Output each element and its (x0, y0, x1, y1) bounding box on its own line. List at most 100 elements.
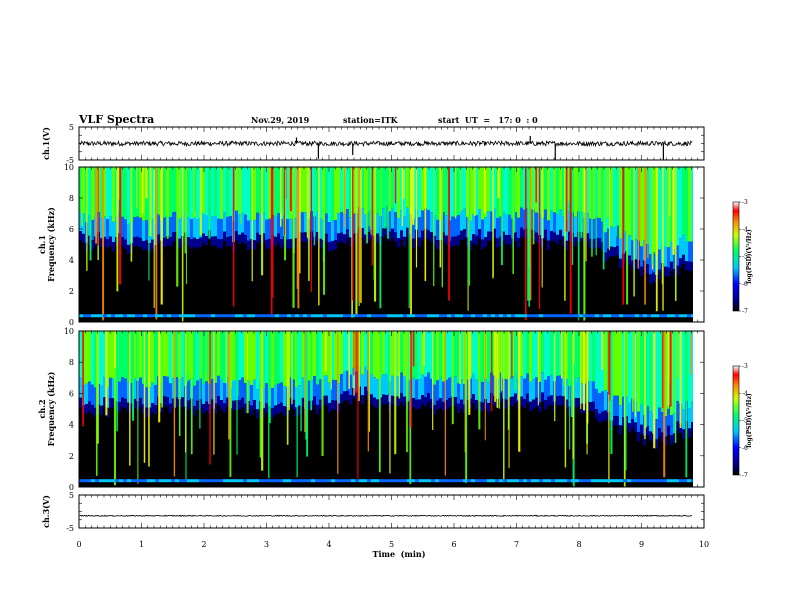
sferic-stroke (306, 167, 309, 238)
spectrogram-cell (376, 233, 379, 243)
spectrogram-cell (301, 212, 304, 233)
spectrogram-cell (373, 377, 376, 398)
spectrogram-cell (610, 167, 613, 227)
spectrogram-cell (599, 479, 603, 483)
spectrogram-cell (574, 237, 577, 247)
spectrogram-cell (400, 230, 403, 240)
spectrogram-cell (196, 239, 199, 249)
spectrogram-cell (469, 398, 472, 409)
spectrogram-cell (574, 216, 577, 238)
spectrogram-cell (328, 222, 331, 243)
sferic-stroke (136, 167, 138, 209)
spectrogram-cell (616, 245, 619, 256)
spectrogram-cell (471, 479, 475, 483)
spectrogram-cell (139, 397, 142, 408)
spectrogram-cell (157, 167, 160, 215)
sferic-stroke (608, 331, 610, 484)
spectrogram-cell (163, 479, 167, 483)
spectrogram-cell (123, 314, 127, 318)
spectrogram-cell (133, 167, 136, 218)
sferic-stroke (370, 167, 373, 235)
spectrogram-cell (243, 314, 247, 318)
spectrogram-cell (688, 167, 691, 242)
spectrogram-cell (487, 479, 491, 483)
sferic-stroke (299, 167, 302, 212)
spectrogram-cell (535, 314, 539, 318)
spectrogram-cell (463, 331, 466, 385)
spectrogram-cell (421, 395, 424, 405)
spectrogram-cell (331, 400, 334, 410)
spectrogram-cell (511, 479, 515, 483)
spectrogram-cell (172, 331, 175, 379)
spectrogram-cell (646, 264, 649, 274)
spectrogram-cell (475, 235, 478, 245)
sferic-stroke (668, 331, 671, 383)
spectrogram-cell (463, 229, 466, 239)
spectrogram-cell (547, 396, 550, 406)
sferic-stroke (492, 167, 494, 278)
spectrogram-cell (568, 231, 571, 241)
spectrogram-cell (277, 383, 280, 405)
spectrogram-cell (430, 232, 433, 242)
spectrogram-cell (457, 167, 460, 216)
spectrogram-cell (85, 331, 88, 384)
spectrogram-cell (193, 237, 196, 247)
sferic-stroke (527, 167, 529, 301)
spectrogram-cell (647, 314, 651, 318)
spectrogram-cell (337, 403, 340, 413)
spectrogram-cell (655, 314, 659, 318)
spectrogram-cell (315, 314, 319, 318)
spectrogram-cell (655, 419, 658, 440)
sferic-stroke (232, 167, 235, 307)
spectrogram-cell (391, 167, 394, 209)
sferic-stroke (564, 167, 566, 301)
spectrogram-cell (436, 219, 439, 241)
sferic-stroke (410, 167, 412, 315)
spectrogram-cell (133, 237, 136, 247)
spectrogram-cell (145, 240, 148, 250)
spectrogram-cell (79, 479, 83, 483)
spectrogram-cell (327, 479, 331, 483)
spectrogram-cell (325, 395, 328, 406)
spectrogram-cell (111, 479, 115, 483)
spectrogram-cell (457, 331, 460, 384)
spectrogram-cell (427, 392, 430, 403)
spectrogram-cell (79, 167, 82, 211)
spectrogram-cell (471, 314, 475, 318)
sferic-stroke (647, 167, 649, 259)
spectrogram-cell (340, 232, 343, 242)
spectrogram-cell (226, 167, 229, 217)
spectrogram-cell (91, 331, 94, 385)
spectrogram-cell (658, 167, 661, 250)
spectrogram-cell (616, 416, 619, 426)
spectrogram-cell (649, 274, 652, 284)
sferic-stroke (583, 167, 586, 213)
sferic-stroke (491, 331, 493, 412)
spectrogram-cell (472, 234, 475, 244)
spectrogram-cell (304, 232, 307, 242)
spectrogram-cell (547, 314, 551, 318)
spectrogram-cell (559, 229, 562, 240)
spectrogram-cell (475, 215, 478, 236)
spectrogram-cell (274, 167, 277, 217)
spectrogram-cell (346, 209, 349, 230)
spectrogram-cell (383, 479, 387, 483)
spectrogram-cell (532, 331, 535, 380)
spectrogram-cell (427, 372, 430, 393)
spectrogram-cell (484, 237, 487, 247)
spectrogram-cell (391, 314, 395, 318)
spectrogram-cell (511, 376, 514, 397)
spectrogram-cell (659, 479, 663, 483)
spectrogram-cell (679, 479, 683, 483)
ch1-waveform-panel: 5-5ch.1(V) (41, 123, 705, 165)
spectrogram-cell (256, 212, 259, 233)
spectrogram-cell (351, 479, 355, 483)
spectrogram-cell (244, 214, 247, 235)
spectrogram-cell (619, 405, 622, 426)
spectrogram-cell (88, 381, 91, 402)
sferic-stroke (580, 331, 582, 410)
spectrogram-cell (683, 479, 687, 483)
spectrogram-cell (601, 391, 604, 412)
spectrogram-cell (484, 217, 487, 238)
spectrogram-cell (115, 314, 119, 318)
